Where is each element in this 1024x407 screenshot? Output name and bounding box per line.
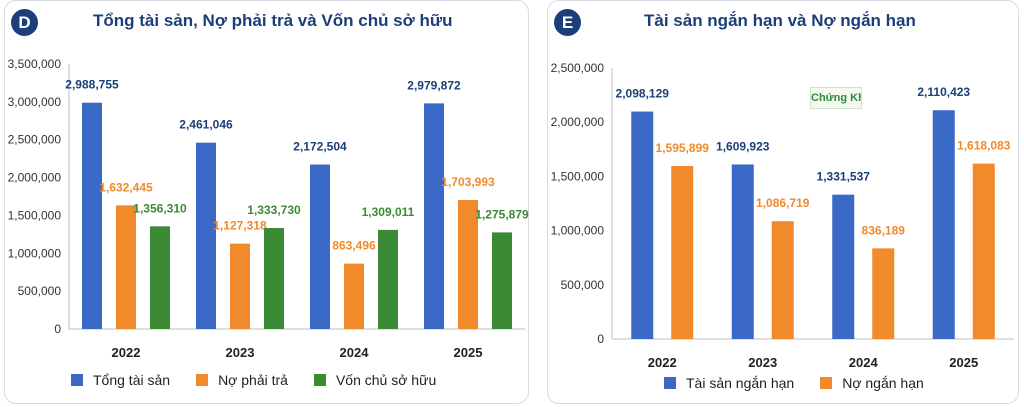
y-tick-label: 2,500,000 xyxy=(8,133,62,147)
bar xyxy=(82,102,102,329)
data-label: 1,703,993 xyxy=(441,175,495,189)
y-tick-label: 2,000,000 xyxy=(8,171,62,185)
data-label: 2,110,423 xyxy=(917,85,970,99)
y-tick-label: 500,000 xyxy=(18,284,62,298)
legend-label: Tổng tài sản xyxy=(93,372,171,388)
bar xyxy=(230,243,250,329)
bar xyxy=(631,111,654,340)
bar xyxy=(344,263,364,329)
bar xyxy=(378,229,398,329)
bar xyxy=(972,163,995,339)
bar xyxy=(492,232,512,329)
bar xyxy=(424,103,444,329)
legend: Tổng tài sản Nợ phải trả Vốn chủ sở hữu xyxy=(71,372,462,388)
legend-swatch xyxy=(313,374,326,386)
legend-item-current-assets: Tài sản ngắn hạn xyxy=(664,375,794,391)
x-tick-label: 2022 xyxy=(648,355,677,370)
bar xyxy=(932,110,955,339)
y-tick-label: 1,000,000 xyxy=(551,224,605,238)
legend-item-liabilities: Nợ phải trả xyxy=(196,372,288,388)
data-label: 2,979,872 xyxy=(407,78,461,92)
bar xyxy=(872,248,895,339)
y-tick-label: 2,500,000 xyxy=(551,61,605,75)
panel-d: D Tổng tài sản, Nợ phải trả và Vốn chủ s… xyxy=(4,0,529,404)
x-tick-label: 2022 xyxy=(112,345,141,360)
data-label: 1,127,318 xyxy=(213,219,267,233)
bar xyxy=(832,194,855,339)
data-label: 2,988,755 xyxy=(65,78,119,92)
data-label: 1,086,719 xyxy=(756,196,810,210)
panel-e: E Tài sản ngắn hạn và Nợ ngắn hạn 0 500,0… xyxy=(547,0,1019,404)
bar xyxy=(264,228,284,329)
legend-item-current-liabilities: Nợ ngắn hạn xyxy=(820,375,924,391)
data-label: 1,333,730 xyxy=(247,203,301,217)
bar xyxy=(671,166,694,339)
chart-title: Tổng tài sản, Nợ phải trả và Vốn chủ sở … xyxy=(93,11,453,30)
data-label: 1,309,011 xyxy=(362,205,415,219)
bar xyxy=(731,164,754,339)
data-label: 2,098,129 xyxy=(616,87,670,101)
legend: Tài sản ngắn hạn Nợ ngắn hạn xyxy=(664,375,950,391)
x-tick-label: 2023 xyxy=(226,345,255,360)
bar xyxy=(150,226,170,329)
y-tick-label: 2,000,000 xyxy=(551,115,605,129)
data-label: 1,609,923 xyxy=(716,139,770,153)
bar xyxy=(310,164,330,329)
legend-swatch xyxy=(71,374,83,386)
data-label: 2,461,046 xyxy=(179,118,233,132)
data-label: 863,496 xyxy=(332,239,376,253)
x-tick-label: 2024 xyxy=(849,355,879,370)
x-tick-label: 2025 xyxy=(949,355,978,370)
bar xyxy=(458,199,478,329)
bar xyxy=(196,142,216,329)
x-tick-label: 2023 xyxy=(748,355,777,370)
y-tick-label: 3,000,000 xyxy=(8,95,62,109)
y-tick-label: 500,000 xyxy=(561,278,605,292)
data-label: 2,172,504 xyxy=(293,140,347,154)
x-tick-label: 2024 xyxy=(340,345,370,360)
legend-label: Nợ phải trả xyxy=(218,372,288,388)
legend-swatch xyxy=(196,374,209,386)
y-tick-label: 3,500,000 xyxy=(8,57,62,71)
y-tick-label: 0 xyxy=(597,332,604,346)
legend-label: Vốn chủ sở hữu xyxy=(335,372,437,388)
data-label: 1,356,310 xyxy=(133,201,187,215)
bar xyxy=(771,221,794,339)
legend-label: Tài sản ngắn hạn xyxy=(686,375,795,391)
legend-swatch xyxy=(820,377,833,389)
y-tick-label: 1,500,000 xyxy=(8,208,62,222)
y-tick-label: 1,500,000 xyxy=(551,169,605,183)
legend-swatch xyxy=(664,377,676,389)
watermark-logo: Chứng Khoán xyxy=(810,87,862,109)
y-tick-label: 1,000,000 xyxy=(8,246,62,260)
panel-badge: D xyxy=(11,9,38,36)
y-tick-label: 0 xyxy=(54,322,61,336)
legend-item-equity: Vốn chủ sở hữu xyxy=(313,372,437,388)
data-label: 836,189 xyxy=(862,223,906,237)
data-label: 1,618,083 xyxy=(957,139,1011,153)
chart-e-svg: 0 500,000 1,000,000 1,500,000 2,000,000 2,500… xyxy=(551,61,1014,370)
legend-item-total-assets: Tổng tài sản xyxy=(71,372,170,388)
data-label: 1,331,537 xyxy=(817,170,871,184)
chart-d-svg: 0 500,000 1,000,000 1,500,000 2,000,000 2,500… xyxy=(8,57,529,360)
chart-title: Tài sản ngắn hạn và Nợ ngắn hạn xyxy=(644,11,916,30)
data-label: 1,595,899 xyxy=(656,141,710,155)
bar xyxy=(116,205,136,329)
x-tick-label: 2025 xyxy=(454,345,483,360)
data-label: 1,275,879 xyxy=(475,207,529,221)
panel-badge: E xyxy=(554,9,581,36)
data-label: 1,632,445 xyxy=(99,180,153,194)
legend-label: Nợ ngắn hạn xyxy=(842,375,924,391)
